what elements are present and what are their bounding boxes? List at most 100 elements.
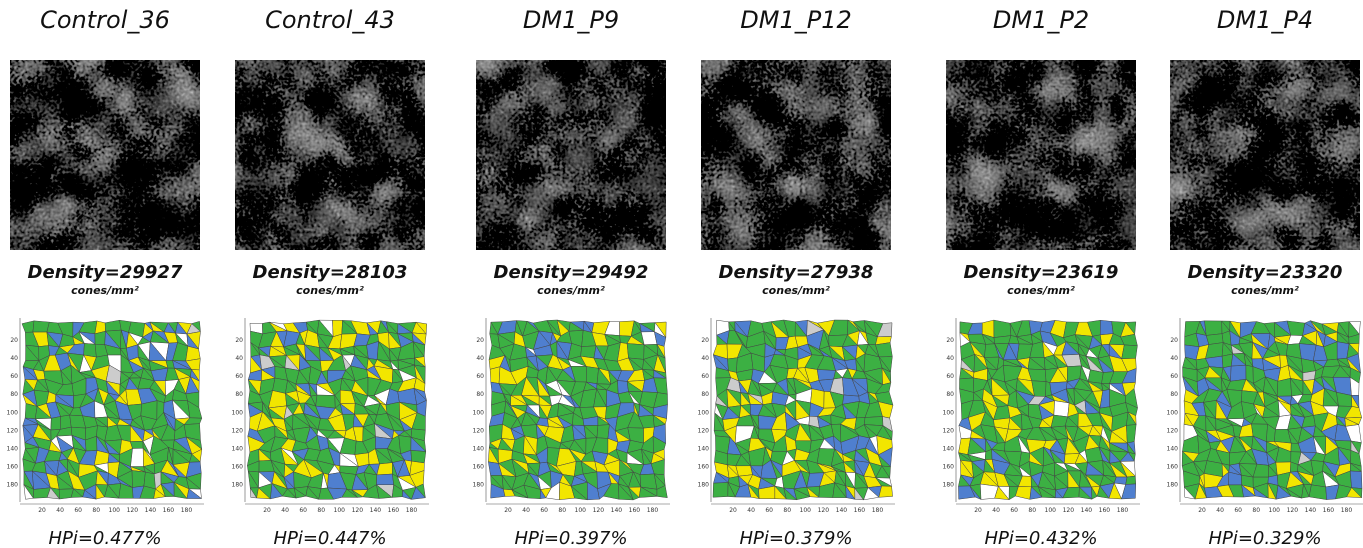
x-tick-label: 120 <box>127 507 139 514</box>
cell <box>969 485 982 500</box>
y-tick-label: 20 <box>701 337 709 344</box>
cell <box>32 320 50 333</box>
y-tick-label: 140 <box>7 445 19 452</box>
y-tick-label: 100 <box>1167 409 1179 416</box>
y-tick-label: 80 <box>476 391 484 398</box>
cell <box>727 482 736 498</box>
cell <box>50 416 61 431</box>
density-units: cones/mm² <box>1007 284 1075 297</box>
x-tick-label: 160 <box>854 507 866 514</box>
y-tick-label: 40 <box>235 355 243 362</box>
y-tick-label: 140 <box>1167 445 1179 452</box>
x-tick-label: 20 <box>1198 507 1206 514</box>
cell <box>1184 486 1196 500</box>
y-tick-label: 100 <box>473 409 485 416</box>
x-tick-label: 180 <box>1117 507 1129 514</box>
cell <box>1029 486 1043 500</box>
x-tick-label: 180 <box>1341 507 1353 514</box>
density-label: Density=29927 <box>28 262 183 283</box>
y-tick-label: 160 <box>698 463 710 470</box>
cell <box>1276 377 1292 397</box>
y-tick-label: 180 <box>7 481 19 488</box>
retina-image <box>946 60 1136 250</box>
x-tick-label: 60 <box>540 507 548 514</box>
cell <box>863 416 884 426</box>
cell <box>1055 489 1064 499</box>
y-tick-label: 40 <box>946 355 954 362</box>
x-tick-label: 100 <box>1045 507 1057 514</box>
hpi-label: HPi=0.477% <box>48 528 161 548</box>
y-tick-label: 160 <box>473 463 485 470</box>
y-tick-label: 60 <box>476 373 484 380</box>
y-tick-label: 80 <box>946 391 954 398</box>
cell <box>1301 483 1310 499</box>
cell <box>1252 487 1269 499</box>
cell <box>596 424 610 439</box>
cell <box>628 487 640 501</box>
x-tick-label: 140 <box>1081 507 1093 514</box>
density-label: Density=28103 <box>253 262 408 283</box>
cell <box>1194 482 1208 500</box>
cell <box>129 440 144 449</box>
retina-image <box>701 60 891 250</box>
x-tick-label: 120 <box>352 507 364 514</box>
x-tick-label: 180 <box>181 507 193 514</box>
x-tick-label: 80 <box>1252 507 1260 514</box>
cell <box>1349 470 1363 489</box>
cell <box>1053 400 1070 418</box>
x-tick-label: 120 <box>1063 507 1075 514</box>
x-tick-label: 100 <box>1269 507 1281 514</box>
x-tick-label: 100 <box>109 507 121 514</box>
voronoi-mosaic <box>958 319 1138 501</box>
y-tick-label: 180 <box>1167 481 1179 488</box>
cell <box>793 488 811 501</box>
x-tick-label: 20 <box>38 507 46 514</box>
cell <box>1087 369 1104 384</box>
cell <box>806 486 820 498</box>
x-tick-label: 100 <box>800 507 812 514</box>
x-tick-label: 20 <box>263 507 271 514</box>
cell <box>511 489 529 499</box>
retina-image <box>10 60 200 250</box>
density-units: cones/mm² <box>71 284 139 297</box>
y-tick-label: 120 <box>698 427 710 434</box>
cell <box>94 330 106 345</box>
x-tick-label: 60 <box>1010 507 1018 514</box>
x-tick-label: 20 <box>504 507 512 514</box>
y-tick-label: 60 <box>946 373 954 380</box>
cell <box>410 450 427 464</box>
cell <box>656 485 668 499</box>
cell <box>489 366 501 384</box>
cell <box>130 447 144 467</box>
x-tick-label: 60 <box>765 507 773 514</box>
cell <box>186 488 203 499</box>
cell <box>1230 364 1247 382</box>
cell <box>712 482 729 498</box>
panel-title: Control_36 <box>40 6 170 34</box>
cell <box>82 489 97 500</box>
y-tick-label: 20 <box>1170 337 1178 344</box>
cell <box>46 487 61 500</box>
voronoi-mosaic <box>21 319 203 500</box>
density-label: Density=23619 <box>964 262 1119 283</box>
y-tick-label: 40 <box>10 355 18 362</box>
cell <box>376 484 393 499</box>
cell <box>131 470 146 488</box>
y-tick-label: 140 <box>943 445 955 452</box>
cell <box>586 366 599 385</box>
x-tick-label: 20 <box>729 507 737 514</box>
cell <box>994 485 1010 500</box>
y-tick-label: 100 <box>698 409 710 416</box>
cell <box>70 488 84 498</box>
y-tick-label: 160 <box>943 463 955 470</box>
cell <box>281 488 297 499</box>
y-tick-label: 80 <box>10 391 18 398</box>
x-tick-label: 100 <box>575 507 587 514</box>
cell <box>1346 487 1363 498</box>
cell <box>1267 482 1277 500</box>
x-tick-label: 40 <box>747 507 755 514</box>
x-tick-label: 60 <box>74 507 82 514</box>
panel-title: DM1_P12 <box>740 6 851 34</box>
y-tick-label: 100 <box>943 409 955 416</box>
cell <box>1015 486 1032 500</box>
